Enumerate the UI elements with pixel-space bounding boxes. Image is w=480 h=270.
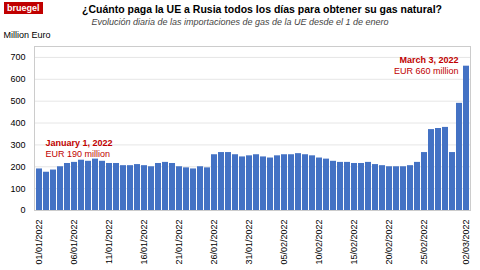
- svg-text:26/01/2022: 26/01/2022: [209, 220, 219, 265]
- svg-text:EUR 660 million: EUR 660 million: [394, 66, 459, 76]
- svg-text:Million Euro: Million Euro: [4, 30, 51, 40]
- svg-text:25/02/2022: 25/02/2022: [419, 220, 429, 265]
- svg-text:21/01/2022: 21/01/2022: [174, 220, 184, 265]
- svg-text:10/02/2022: 10/02/2022: [314, 220, 324, 265]
- svg-text:400: 400: [10, 118, 25, 128]
- svg-text:01/01/2022: 01/01/2022: [34, 220, 44, 265]
- svg-text:20/02/2022: 20/02/2022: [384, 220, 394, 265]
- svg-text:700: 700: [10, 52, 25, 62]
- svg-text:15/02/2022: 15/02/2022: [349, 220, 359, 265]
- svg-text:02/03/2022: 02/03/2022: [461, 220, 471, 265]
- html-text:bruegel: bruegel: [7, 3, 40, 13]
- svg-text:05/02/2022: 05/02/2022: [279, 220, 289, 265]
- svg-text:January 1, 2022: January 1, 2022: [46, 138, 113, 148]
- svg-text:11/01/2022: 11/01/2022: [104, 220, 114, 264]
- svg-text:200: 200: [10, 162, 25, 172]
- svg-text:16/01/2022: 16/01/2022: [139, 220, 149, 265]
- svg-text:March 3, 2022: March 3, 2022: [399, 55, 458, 65]
- svg-text:600: 600: [10, 74, 25, 84]
- svg-text:06/01/2022: 06/01/2022: [69, 220, 79, 265]
- svg-text:EUR 190 million: EUR 190 million: [46, 149, 111, 159]
- svg-text:31/01/2022: 31/01/2022: [244, 220, 254, 265]
- svg-text:300: 300: [10, 140, 25, 150]
- svg-text:500: 500: [10, 96, 25, 106]
- svg-text:100: 100: [10, 184, 25, 194]
- html-text:Evolución diaria de las import: Evolución diaria de las importaciones de…: [91, 17, 389, 27]
- html-text:¿Cuánto paga la UE a Rusia tod: ¿Cuánto paga la UE a Rusia todos los día…: [82, 3, 442, 15]
- svg-text:0: 0: [20, 205, 25, 215]
